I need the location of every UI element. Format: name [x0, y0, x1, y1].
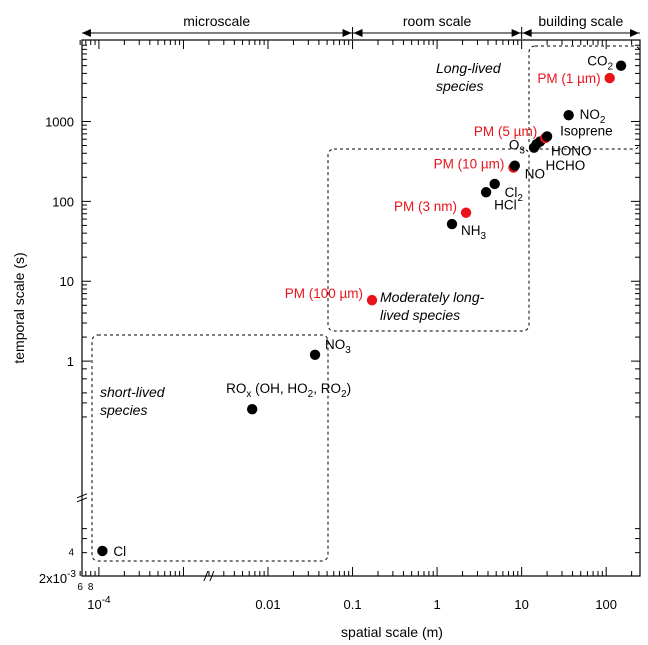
data-point: [446, 218, 458, 230]
data-point-label: NO2: [580, 107, 606, 126]
y-tick-label: 1: [67, 354, 74, 369]
top-scale-axis: microscale room scale building scale: [81, 13, 640, 39]
data-point-label: NH3: [461, 223, 487, 242]
data-points: Cl ROx (OH, HO2, RO2) NO3 PM (100 µm) NH3 PM …: [97, 54, 627, 559]
data-point: [246, 404, 258, 415]
plot-border: [81, 39, 641, 577]
data-point-label: Isoprene: [560, 123, 613, 138]
top-scale-label: building scale: [538, 13, 623, 29]
data-point: [604, 72, 615, 84]
data-point-label: NO: [525, 167, 545, 182]
x-tick-label: 10: [514, 597, 528, 612]
data-point-label: HCHO: [546, 158, 586, 173]
y-axis-ticks: 1 10 100 1000 2x10-3 4: [39, 44, 640, 586]
data-point: [615, 60, 627, 71]
top-scale-label: room scale: [403, 13, 472, 29]
long-lived-label: species: [436, 78, 483, 94]
short-lived-label: species: [100, 402, 147, 418]
species-regions: short-lived species Moderately long-lived …: [91, 45, 641, 562]
moderately-long-lived-label: Moderately long-: [380, 289, 485, 305]
moderately-long-lived-region: [327, 148, 530, 332]
x-axis-label: spatial scale (m): [341, 624, 443, 640]
y-tick-label: 2x10-3: [39, 569, 77, 586]
arrow-head: [630, 29, 639, 37]
data-point-label: HCl: [494, 197, 517, 212]
data-point: [366, 294, 378, 306]
x-tick-label: 100: [595, 597, 617, 612]
data-point-label: PM (5 µm): [474, 124, 537, 139]
long-lived-label: Long-lived: [436, 60, 502, 76]
arrow-head: [353, 29, 363, 37]
top-scale-label: microscale: [183, 13, 250, 29]
long-lived-region: [528, 45, 641, 150]
x-minor-tick-label: 8: [88, 582, 94, 593]
x-tick-label: 1: [433, 597, 440, 612]
data-point-label: ROx (OH, HO2, RO2): [226, 381, 351, 400]
x-axis-break: [203, 570, 215, 582]
moderately-long-lived-label: lived species: [380, 307, 460, 323]
x-tick-label: 0.01: [255, 597, 280, 612]
y-minor-tick-label: 4: [68, 548, 74, 559]
x-axis-ticks: 10-4 0.01 0.1 1 10 100 6 8: [77, 40, 633, 612]
data-point-label: O3: [509, 138, 526, 157]
x-tick-label: 10-4: [87, 595, 111, 612]
data-point: [541, 131, 553, 142]
data-point: [489, 178, 500, 190]
y-tick-label: 100: [52, 194, 74, 209]
data-point-label: Cl2: [505, 185, 524, 204]
data-point-label: PM (10 µm): [434, 157, 505, 172]
data-point: [509, 160, 520, 171]
data-point: [97, 545, 108, 557]
data-point-label: PM (1 µm): [537, 71, 600, 86]
y-axis-label: temporal scale (s): [11, 252, 27, 363]
data-point-label: PM (100 µm): [285, 286, 363, 301]
short-lived-region: [91, 334, 329, 562]
plot-frame: [81, 39, 641, 577]
arrow-head: [522, 29, 532, 37]
y-axis-break: [76, 493, 88, 503]
arrow-head: [81, 29, 91, 37]
data-point-label: PM (3 nm): [394, 199, 457, 214]
short-lived-label: short-lived: [100, 384, 166, 400]
data-point-label: HONO: [551, 144, 592, 159]
y-tick-label: 10: [60, 274, 74, 289]
x-tick-label: 0.1: [344, 597, 362, 612]
y-tick-label: 1000: [45, 114, 74, 129]
data-point: [460, 207, 472, 218]
data-point: [309, 349, 321, 360]
data-point-label: Cl: [113, 544, 126, 559]
arrow-head: [342, 29, 352, 37]
data-point: [563, 109, 574, 121]
data-point: [480, 187, 492, 198]
x-minor-tick-label: 6: [77, 582, 83, 593]
arrow-head: [511, 29, 521, 37]
data-point-label: NO3: [325, 337, 351, 356]
data-point-label: CO2: [587, 54, 613, 73]
